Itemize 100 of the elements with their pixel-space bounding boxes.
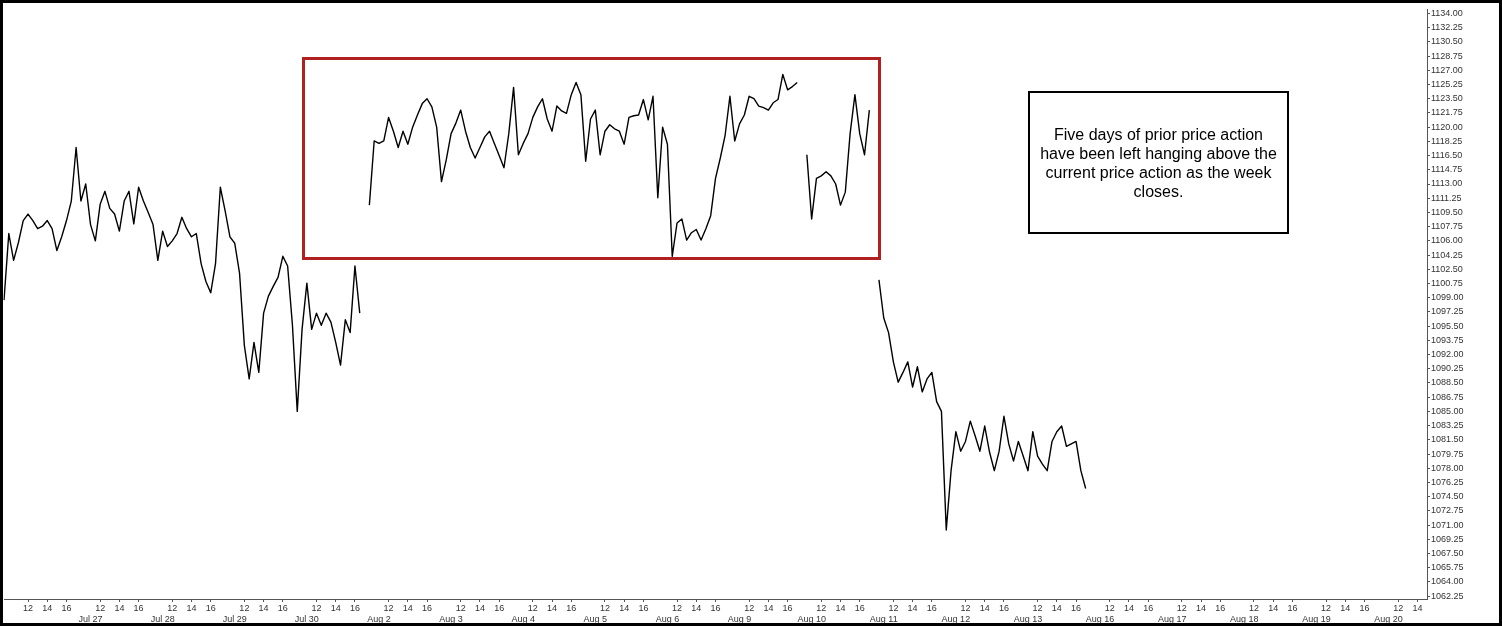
x-tick-label: Aug 17 [1157, 613, 1187, 624]
y-tick-label: 1128.75 [1431, 50, 1463, 61]
y-tick-label: 1065.75 [1431, 562, 1464, 573]
x-tick-label: Aug 6 [655, 613, 680, 624]
y-tick-label: 1121.75 [1431, 107, 1463, 118]
x-tick-label: 12 [1104, 602, 1115, 613]
x-tick-label: 14 [907, 602, 918, 613]
y-tick-label: 1093.75 [1431, 334, 1464, 345]
x-tick-label: 14 [1051, 602, 1062, 613]
x-tick-label: 16 [205, 602, 216, 613]
x-tick-label: 12 [672, 602, 683, 613]
x-tick-label: 12 [816, 602, 827, 613]
x-tick-label: 16 [638, 602, 649, 613]
x-tick-label: Aug 2 [367, 613, 391, 624]
y-tick-label: 1113.00 [1431, 178, 1463, 189]
x-tick-label: 14 [114, 602, 125, 613]
x-tick-label: 12 [744, 602, 755, 613]
x-tick-label: 16 [1071, 602, 1082, 613]
x-tick-label: 12 [1032, 602, 1043, 613]
x-tick-label: 12 [1321, 602, 1332, 613]
x-tick-label: 16 [854, 602, 865, 613]
x-tick-label: 14 [186, 602, 197, 613]
y-tick-label: 1064.00 [1431, 576, 1464, 587]
y-tick-label: 1100.75 [1431, 277, 1463, 288]
x-tick-label: 12 [383, 602, 394, 613]
x-tick-label: 16 [1287, 602, 1298, 613]
y-tick-label: 1069.25 [1431, 533, 1464, 544]
x-tick-label: 12 [311, 602, 322, 613]
y-tick-label: 1072.75 [1431, 505, 1464, 516]
x-tick-label: Aug 16 [1085, 613, 1115, 624]
x-tick-label: 12 [527, 602, 538, 613]
x-tick-label: 14 [547, 602, 558, 613]
x-tick-label: 14 [258, 602, 269, 613]
x-tick-label: Aug 4 [511, 613, 535, 624]
y-tick-label: 1120.00 [1431, 121, 1463, 132]
x-tick-label: 16 [1143, 602, 1154, 613]
y-tick-label: 1123.50 [1431, 93, 1463, 104]
x-tick-label: 16 [1215, 602, 1226, 613]
x-tick-label: Aug 10 [797, 613, 826, 624]
x-tick-label: 12 [1248, 602, 1259, 613]
x-tick-label: 14 [835, 602, 846, 613]
x-tick-label: Aug 3 [439, 613, 463, 624]
y-tick-label: 1102.50 [1431, 263, 1463, 274]
y-tick-label: 1092.00 [1431, 349, 1464, 360]
x-tick-label: 12 [455, 602, 466, 613]
y-tick-label: 1088.50 [1431, 377, 1464, 388]
x-tick-label: 16 [566, 602, 577, 613]
x-tick-label: Aug 13 [1013, 613, 1043, 624]
x-tick-label: 16 [349, 602, 360, 613]
x-tick-label: 16 [998, 602, 1009, 613]
y-tick-label: 1074.50 [1431, 491, 1464, 502]
y-tick-label: 1086.75 [1431, 391, 1464, 402]
x-tick-label: Aug 19 [1302, 613, 1331, 624]
x-tick-label: 12 [23, 602, 34, 613]
x-tick-label: Jul 30 [294, 613, 319, 624]
x-tick-label: 14 [42, 602, 53, 613]
y-tick-label: 1127.00 [1431, 64, 1463, 75]
y-tick-label: 1111.25 [1431, 192, 1462, 203]
x-tick-label: Jul 27 [78, 613, 103, 624]
x-tick-label: Aug 20 [1374, 613, 1403, 624]
y-tick-label: 1097.25 [1431, 306, 1464, 317]
y-tick-label: 1125.25 [1431, 79, 1463, 90]
y-tick-label: 1062.25 [1431, 590, 1464, 601]
x-tick-label: 16 [710, 602, 721, 613]
x-tick-label: 14 [1123, 602, 1134, 613]
y-tick-label: 1078.00 [1431, 462, 1464, 473]
x-tick-label: 14 [691, 602, 702, 613]
x-tick-label: Aug 18 [1230, 613, 1259, 624]
y-tick-label: 1095.50 [1431, 320, 1464, 331]
x-tick-label: Jul 28 [150, 613, 175, 624]
x-tick-label: 12 [1393, 602, 1404, 613]
y-tick-label: 1132.25 [1431, 22, 1463, 33]
y-tick-label: 1079.75 [1431, 448, 1464, 459]
x-tick-label: 14 [1412, 602, 1423, 613]
x-tick-label: 12 [888, 602, 899, 613]
x-tick-label: 14 [402, 602, 413, 613]
y-tick-label: 1099.00 [1431, 292, 1464, 303]
y-tick-label: 1071.00 [1431, 519, 1464, 530]
x-tick-label: Jul 29 [222, 613, 247, 624]
y-tick-label: 1085.00 [1431, 405, 1464, 416]
y-tick-label: 1134.00 [1431, 7, 1463, 18]
x-tick-label: 12 [167, 602, 178, 613]
x-tick-label: Aug 11 [869, 613, 898, 624]
y-tick-label: 1107.75 [1431, 221, 1463, 232]
x-tick-label: 14 [979, 602, 990, 613]
x-tick-label: 16 [422, 602, 433, 613]
x-tick-label: 16 [277, 602, 288, 613]
x-tick-label: 14 [330, 602, 341, 613]
x-tick-label: 14 [763, 602, 774, 613]
x-tick-label: 14 [1196, 602, 1207, 613]
y-tick-label: 1076.25 [1431, 476, 1464, 487]
y-tick-label: 1081.50 [1431, 434, 1464, 445]
x-tick-label: 16 [61, 602, 72, 613]
y-tick-label: 1109.50 [1431, 206, 1463, 217]
x-tick-label: 14 [1268, 602, 1279, 613]
x-tick-label: 12 [960, 602, 971, 613]
x-tick-label: 14 [619, 602, 630, 613]
x-tick-label: 16 [133, 602, 144, 613]
y-tick-label: 1104.25 [1431, 249, 1463, 260]
y-tick-label: 1090.25 [1431, 363, 1464, 374]
